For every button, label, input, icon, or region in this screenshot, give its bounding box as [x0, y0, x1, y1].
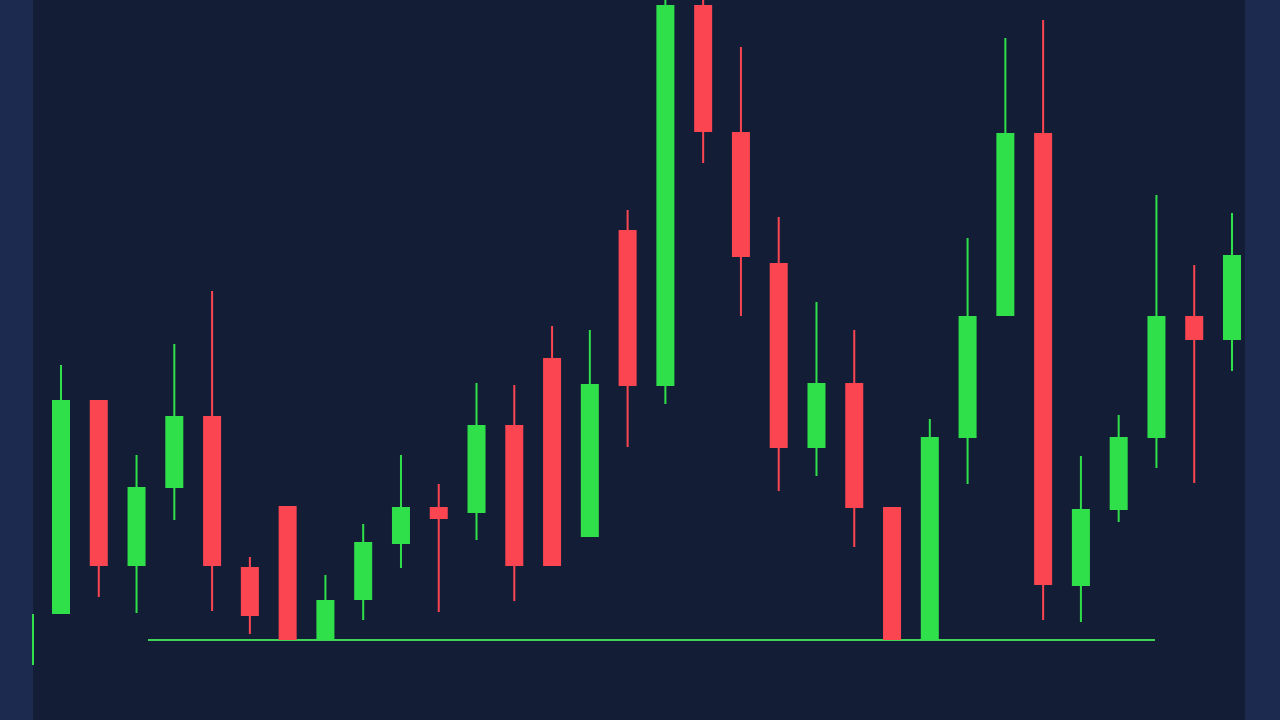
candle-body — [996, 133, 1015, 316]
candle-body — [845, 383, 864, 508]
candle-body — [203, 416, 222, 566]
candle-body — [1185, 316, 1204, 340]
candle-body — [429, 507, 448, 519]
candle-body — [1147, 316, 1166, 438]
candle-body — [731, 132, 750, 257]
candle-body — [694, 5, 713, 132]
candle-body — [1109, 437, 1128, 510]
candle-body — [769, 263, 788, 448]
candle-body — [316, 600, 335, 640]
candle-body — [52, 400, 70, 614]
candle-body — [920, 437, 939, 640]
candle-body — [618, 230, 637, 386]
candle-body — [391, 507, 410, 544]
plot-area — [33, 0, 1245, 720]
candle-body — [1034, 133, 1053, 585]
candle-body — [580, 384, 599, 537]
candle-body — [127, 487, 146, 566]
candle-body — [467, 425, 486, 513]
candle-body — [543, 358, 562, 566]
candle-body — [240, 567, 259, 616]
candle-body — [656, 5, 675, 386]
candle-body — [505, 425, 524, 566]
candle-body — [1223, 255, 1241, 340]
candle-body — [1071, 509, 1090, 586]
candle-body — [354, 542, 373, 600]
candle-body — [278, 506, 297, 640]
candle-body — [165, 416, 184, 488]
candle-body — [807, 383, 826, 448]
candle-body — [89, 400, 108, 566]
candle-body — [958, 316, 977, 438]
candle-body — [883, 507, 902, 640]
